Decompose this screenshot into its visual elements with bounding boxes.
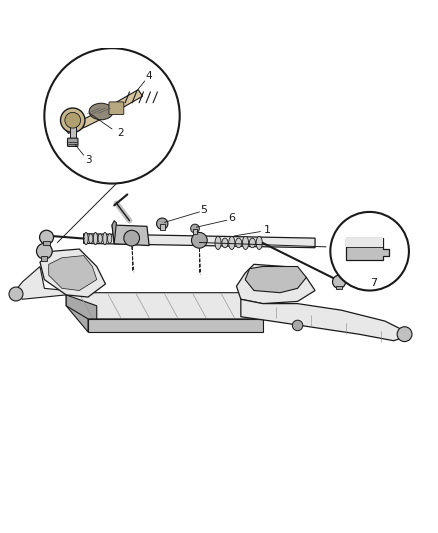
Ellipse shape — [98, 234, 102, 244]
Ellipse shape — [84, 232, 88, 245]
Polygon shape — [64, 90, 143, 133]
Text: 4: 4 — [146, 71, 152, 80]
FancyBboxPatch shape — [109, 102, 124, 115]
Circle shape — [60, 108, 85, 133]
FancyBboxPatch shape — [41, 256, 47, 261]
Text: 3: 3 — [85, 155, 92, 165]
Polygon shape — [241, 299, 407, 341]
Ellipse shape — [222, 238, 228, 248]
Ellipse shape — [236, 238, 242, 248]
Ellipse shape — [89, 103, 113, 120]
Ellipse shape — [103, 232, 107, 245]
Circle shape — [36, 244, 52, 259]
FancyBboxPatch shape — [43, 241, 50, 245]
Text: 5: 5 — [200, 205, 207, 215]
Circle shape — [65, 112, 81, 128]
Polygon shape — [40, 249, 106, 297]
Ellipse shape — [256, 236, 262, 249]
FancyBboxPatch shape — [70, 123, 76, 140]
Circle shape — [191, 224, 199, 233]
Polygon shape — [245, 266, 306, 293]
Polygon shape — [88, 319, 263, 332]
FancyBboxPatch shape — [159, 224, 165, 230]
Polygon shape — [14, 266, 66, 299]
Polygon shape — [66, 293, 88, 332]
Ellipse shape — [229, 236, 235, 249]
Ellipse shape — [215, 236, 221, 249]
Polygon shape — [346, 238, 383, 247]
Circle shape — [156, 218, 168, 229]
Text: 6: 6 — [229, 214, 236, 223]
Polygon shape — [66, 293, 263, 319]
Text: 2: 2 — [117, 128, 124, 139]
Ellipse shape — [249, 238, 255, 248]
Ellipse shape — [88, 234, 93, 244]
Circle shape — [332, 275, 346, 288]
FancyBboxPatch shape — [336, 286, 342, 289]
FancyBboxPatch shape — [193, 229, 197, 234]
Circle shape — [9, 287, 23, 301]
Text: 1: 1 — [264, 225, 271, 235]
Polygon shape — [66, 295, 97, 319]
Circle shape — [292, 320, 303, 330]
Ellipse shape — [108, 234, 112, 244]
Polygon shape — [346, 238, 389, 260]
Circle shape — [44, 48, 180, 183]
Circle shape — [330, 212, 409, 290]
Polygon shape — [237, 264, 315, 304]
Polygon shape — [112, 221, 117, 244]
Polygon shape — [112, 225, 149, 246]
Text: 7: 7 — [371, 278, 378, 288]
Ellipse shape — [93, 232, 98, 245]
Circle shape — [39, 230, 53, 244]
Circle shape — [397, 327, 412, 342]
Ellipse shape — [242, 236, 249, 249]
FancyBboxPatch shape — [67, 138, 78, 147]
Polygon shape — [49, 256, 97, 290]
Circle shape — [124, 230, 140, 246]
Circle shape — [191, 232, 207, 248]
Polygon shape — [84, 234, 315, 248]
